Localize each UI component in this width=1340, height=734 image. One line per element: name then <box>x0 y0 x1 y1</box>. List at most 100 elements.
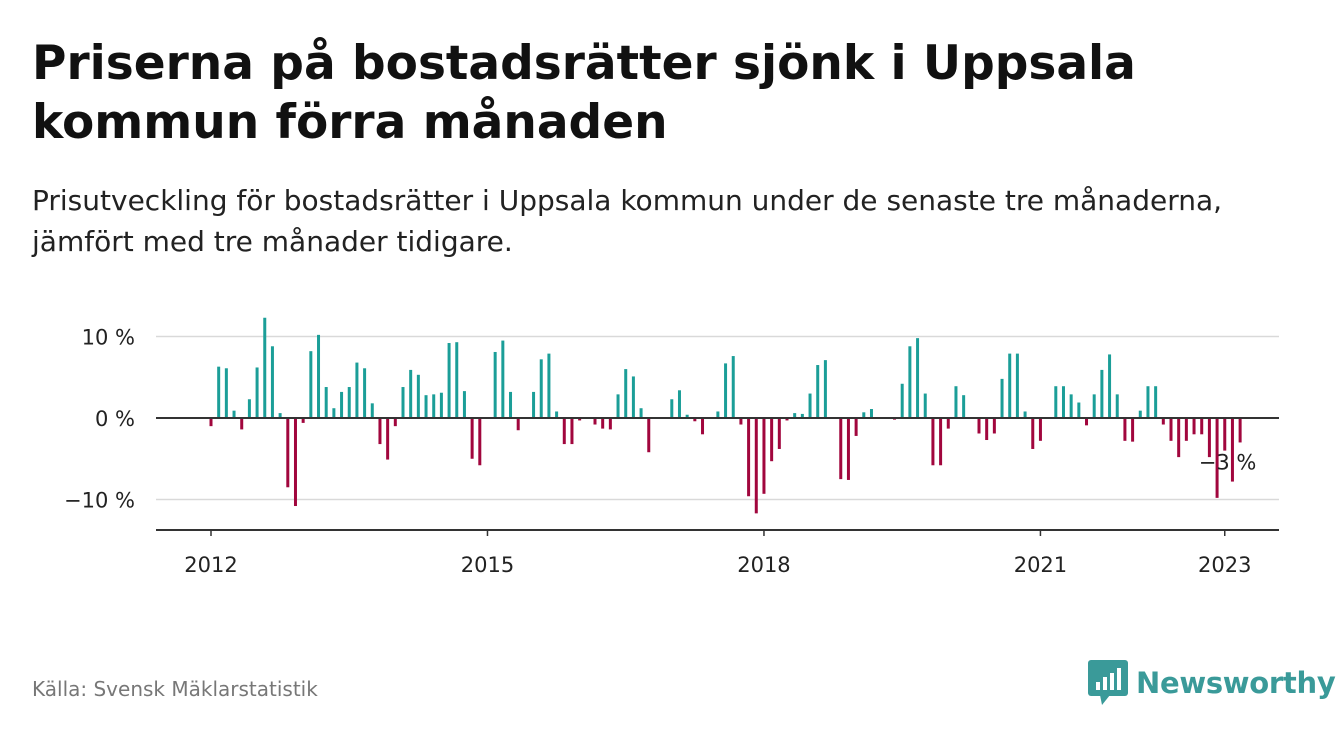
x-tick-label: 2023 <box>1198 553 1251 577</box>
bar <box>1123 418 1127 441</box>
bar <box>793 413 797 418</box>
newsworthy-logo-icon <box>1088 660 1128 705</box>
bar <box>816 365 820 419</box>
bar <box>340 391 344 418</box>
bar <box>1000 378 1004 418</box>
bar <box>1223 418 1227 451</box>
bar <box>378 418 382 445</box>
bar <box>1200 418 1204 435</box>
bar <box>946 418 950 429</box>
axes <box>156 417 1279 536</box>
bar <box>324 387 328 418</box>
bar <box>401 387 405 418</box>
bar <box>762 418 766 494</box>
bar <box>424 395 428 418</box>
bar <box>286 418 290 488</box>
bar <box>823 360 827 418</box>
bar <box>800 413 804 418</box>
bar <box>278 413 282 418</box>
chart-title: Priserna på bostadsrätter sjönk i Uppsal… <box>32 36 1136 150</box>
y-tick-label: 0 % <box>95 407 135 431</box>
bar <box>985 418 989 441</box>
bar <box>747 418 751 497</box>
bar <box>217 366 221 418</box>
bar <box>1154 386 1158 419</box>
bar <box>977 418 981 434</box>
bar <box>839 418 843 480</box>
bar-chart: 10 % 0 % −10 % 2012 2015 2018 2021 2023 −3 % <box>64 317 1279 578</box>
bar <box>939 418 943 466</box>
bar <box>724 363 728 418</box>
brand-name: Newsworthy <box>1136 666 1336 700</box>
bar <box>1023 411 1027 418</box>
bar <box>532 391 536 418</box>
bar <box>677 390 681 418</box>
bar <box>1230 418 1234 482</box>
bar <box>1008 353 1012 418</box>
brand-logo[interactable]: Newsworthy <box>1088 660 1336 706</box>
bar <box>639 408 643 418</box>
bar <box>1038 418 1042 441</box>
bar <box>409 369 413 418</box>
bars <box>209 317 1242 514</box>
bar <box>1100 369 1104 418</box>
bar <box>777 418 781 449</box>
bar <box>509 391 513 418</box>
bar <box>393 418 397 427</box>
bar <box>301 418 305 423</box>
x-tick-label: 2018 <box>737 553 790 577</box>
bar <box>462 391 466 418</box>
bar <box>1192 418 1196 435</box>
bar <box>386 418 390 460</box>
bar <box>1184 418 1188 441</box>
bar <box>931 418 935 466</box>
bar <box>1069 394 1073 418</box>
bar <box>862 412 866 419</box>
bar <box>1131 418 1135 442</box>
axis-labels: 10 % 0 % −10 % 2012 2015 2018 2021 2023 −3 % <box>64 326 1256 578</box>
bar <box>247 399 251 418</box>
latest-value-annotation: −3 % <box>1199 450 1257 474</box>
bar <box>701 418 705 435</box>
bar <box>270 346 274 418</box>
bar <box>647 418 651 453</box>
bar <box>1161 418 1165 425</box>
bar <box>478 418 482 466</box>
bar <box>547 353 551 418</box>
bar <box>355 362 359 418</box>
source-note: Källa: Svensk Mäklarstatistik <box>32 677 318 701</box>
bar <box>447 343 451 418</box>
bar <box>846 418 850 480</box>
bar <box>255 367 259 418</box>
bar <box>1177 418 1181 458</box>
bar <box>923 393 927 418</box>
bar <box>770 418 774 462</box>
bar <box>593 418 597 425</box>
bar <box>263 317 267 418</box>
bar <box>309 351 313 418</box>
bar <box>416 374 420 419</box>
bar <box>624 369 628 418</box>
bar <box>1146 386 1150 419</box>
bar <box>693 418 697 422</box>
bar <box>962 395 966 418</box>
bar <box>631 376 635 418</box>
bar <box>493 351 497 418</box>
bar <box>501 340 505 418</box>
bar <box>785 418 789 421</box>
bar <box>1085 418 1089 426</box>
bar <box>900 383 904 418</box>
bar <box>439 392 443 418</box>
bar <box>516 418 520 431</box>
bar <box>578 418 582 421</box>
bar <box>317 334 321 418</box>
bar <box>716 411 720 418</box>
bar <box>555 411 559 418</box>
bar <box>954 386 958 419</box>
bar <box>1108 354 1112 418</box>
bar <box>347 387 351 418</box>
bar <box>1015 353 1019 418</box>
bar <box>916 338 920 418</box>
bar <box>470 418 474 459</box>
x-tick-label: 2015 <box>461 553 514 577</box>
